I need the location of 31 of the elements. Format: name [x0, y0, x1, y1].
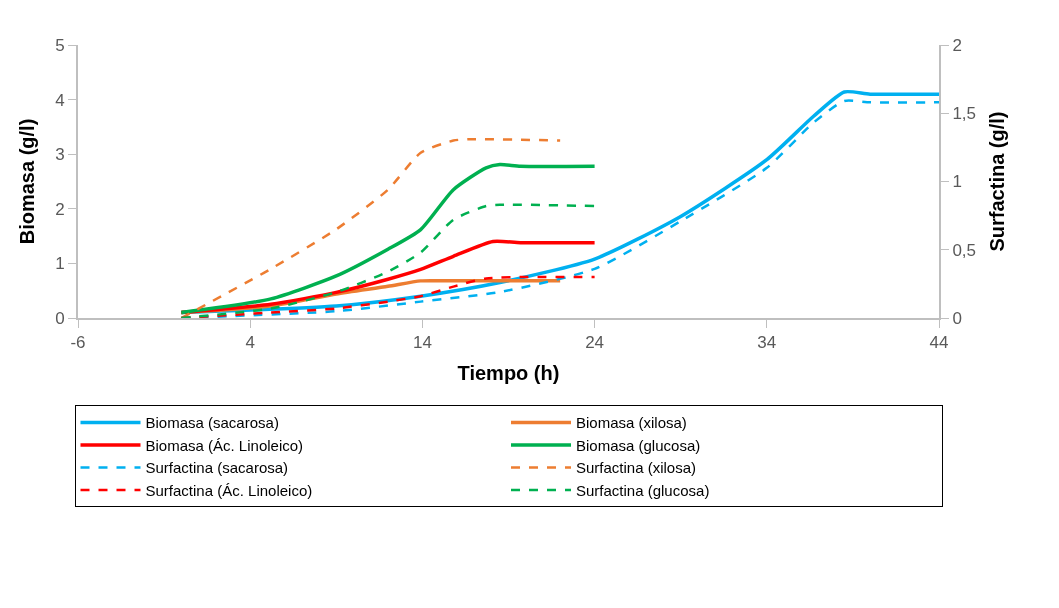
legend-label: Biomasa (glucosa): [576, 436, 701, 454]
y2-tick-label: 2: [952, 35, 962, 55]
y-tick-label: 3: [55, 145, 65, 165]
y2-tick-label: 0: [952, 308, 962, 328]
x-tick-label: -6: [70, 333, 86, 353]
y-tick-label: 5: [55, 35, 65, 55]
y2-tick-label: 1: [952, 172, 962, 192]
y2-tick-label: 1,5: [952, 104, 977, 124]
line-series: [179, 162, 597, 315]
x-tick-label: 14: [412, 333, 432, 353]
y-tick-label: 1: [55, 254, 65, 274]
x-tick-label: 24: [585, 333, 605, 353]
legend-label: Surfactina (xilosa): [576, 459, 697, 477]
x-tick-label: 4: [245, 333, 255, 353]
legend-label: Biomasa (Ác. Linoleico): [145, 436, 304, 454]
x-axis-title: Tiempo (h): [457, 362, 560, 385]
line-series: [180, 203, 596, 318]
x-tick-label: 44: [929, 333, 949, 353]
legend-label: Surfactina (sacarosa): [145, 459, 289, 477]
y-axis-title: Biomasa (g/l): [16, 118, 39, 245]
y-tick-label: 4: [55, 90, 65, 110]
x-tick-label: 34: [757, 333, 777, 353]
y-tick-label: 0: [55, 308, 65, 328]
line-series: [180, 137, 562, 318]
y2-axis-title: Surfactina (g/l): [986, 111, 1009, 252]
y2-tick-label: 0,5: [952, 240, 977, 260]
y-tick-label: 2: [55, 199, 65, 219]
legend-label: Surfactina (glucosa): [576, 481, 710, 499]
legend-label: Biomasa (sacarosa): [145, 414, 279, 432]
legend-label: Biomasa (xilosa): [576, 414, 687, 432]
legend-label: Surfactina (Ác. Linoleico): [145, 481, 313, 499]
